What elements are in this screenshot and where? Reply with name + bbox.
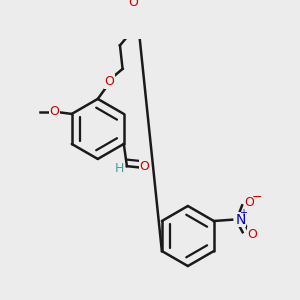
Text: O: O [105, 75, 115, 88]
Text: O: O [129, 0, 139, 9]
Text: N: N [235, 213, 246, 227]
Text: −: − [252, 191, 262, 204]
Text: O: O [245, 196, 255, 209]
Text: O: O [49, 105, 59, 118]
Text: O: O [139, 160, 149, 173]
Text: +: + [239, 208, 247, 218]
Text: O: O [247, 228, 257, 241]
Text: H: H [114, 162, 124, 175]
